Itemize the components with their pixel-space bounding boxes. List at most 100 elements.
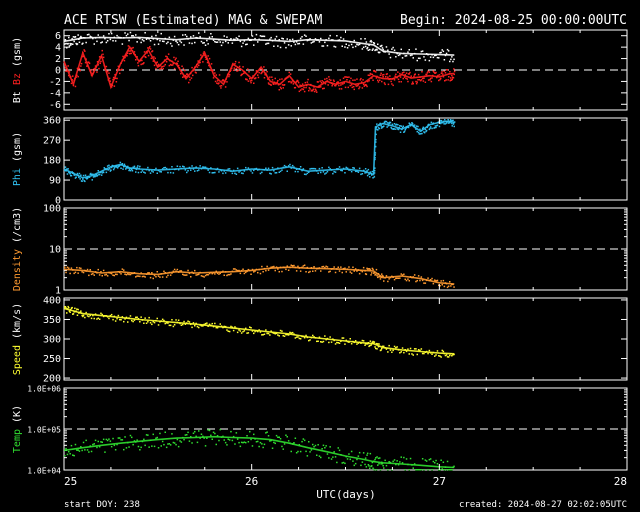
data-point <box>228 439 231 441</box>
data-point <box>131 272 133 275</box>
data-point <box>328 76 330 78</box>
data-point <box>200 56 203 59</box>
data-point <box>98 274 101 276</box>
data-point <box>228 330 231 333</box>
data-point <box>383 280 385 282</box>
data-point <box>186 35 188 38</box>
data-point <box>72 454 74 456</box>
data-point <box>219 85 221 87</box>
data-point <box>326 77 328 80</box>
data-point <box>270 84 272 86</box>
data-point <box>395 56 397 58</box>
data-point <box>208 171 211 174</box>
data-point <box>433 71 435 73</box>
data-point <box>329 270 331 273</box>
data-point <box>110 313 113 316</box>
data-point <box>305 334 307 337</box>
data-point <box>386 73 388 75</box>
data-point <box>66 68 68 70</box>
y-tick-label: 4 <box>55 43 61 54</box>
data-point <box>177 60 179 63</box>
data-point <box>230 69 232 71</box>
data-point <box>120 167 122 169</box>
data-point <box>184 34 187 36</box>
data-point <box>204 445 207 447</box>
data-point <box>235 37 238 39</box>
begin-time: Begin: 2024-08-25 00:00:00UTC <box>400 13 627 28</box>
data-point <box>270 36 272 39</box>
data-point <box>226 329 228 331</box>
data-point <box>78 176 80 179</box>
data-point <box>300 84 303 87</box>
data-point <box>404 349 406 351</box>
data-point <box>104 451 106 453</box>
data-point <box>421 71 423 73</box>
data-point <box>364 463 366 466</box>
data-point <box>103 64 105 67</box>
data-point <box>96 40 98 43</box>
data-point <box>446 121 449 123</box>
data-point <box>421 50 424 52</box>
data-point <box>422 126 425 129</box>
data-point <box>90 273 93 276</box>
data-point <box>192 322 195 324</box>
data-point <box>292 83 295 85</box>
data-point <box>231 326 234 328</box>
data-point <box>403 71 405 73</box>
data-point <box>262 271 264 273</box>
data-point <box>104 167 106 170</box>
data-point <box>322 171 325 173</box>
data-point <box>247 68 249 70</box>
data-point <box>356 270 358 272</box>
data-point <box>450 79 453 81</box>
data-point <box>349 271 351 273</box>
data-point <box>110 169 112 171</box>
data-point <box>235 327 238 329</box>
data-point <box>64 39 67 41</box>
data-point <box>431 127 433 130</box>
data-point <box>240 269 243 272</box>
data-point <box>336 268 338 270</box>
data-point <box>435 71 437 74</box>
data-point <box>129 50 132 52</box>
data-point <box>212 39 215 41</box>
data-point <box>85 270 87 272</box>
data-point <box>102 269 105 272</box>
data-point <box>326 266 329 268</box>
data-point <box>417 275 420 277</box>
data-point <box>405 350 408 353</box>
data-point <box>67 65 69 67</box>
data-point <box>165 55 167 58</box>
data-point <box>329 34 331 37</box>
data-point <box>196 66 199 68</box>
data-point <box>116 68 119 71</box>
created-time: created: 2024-08-27 02:02:05UTC <box>459 500 627 510</box>
data-point <box>171 64 174 66</box>
data-point <box>369 452 372 455</box>
data-point <box>277 167 279 169</box>
data-point <box>131 436 133 439</box>
data-point <box>336 341 338 344</box>
data-point <box>271 166 274 169</box>
data-point <box>71 38 73 40</box>
data-point <box>306 39 309 42</box>
data-point <box>369 268 371 270</box>
data-point <box>354 45 357 48</box>
data-point <box>210 33 212 35</box>
data-point <box>130 167 132 169</box>
data-point <box>192 74 194 77</box>
data-point <box>94 271 97 273</box>
data-point <box>66 308 69 310</box>
data-point <box>415 280 417 283</box>
data-point <box>202 166 204 168</box>
data-point <box>388 53 390 55</box>
data-point <box>171 166 173 168</box>
data-point <box>322 45 325 47</box>
data-point <box>423 282 425 284</box>
data-point <box>160 320 162 322</box>
data-point <box>64 43 66 45</box>
data-point <box>80 62 83 65</box>
data-point <box>385 275 388 277</box>
data-point <box>306 84 308 87</box>
data-point <box>183 44 185 46</box>
